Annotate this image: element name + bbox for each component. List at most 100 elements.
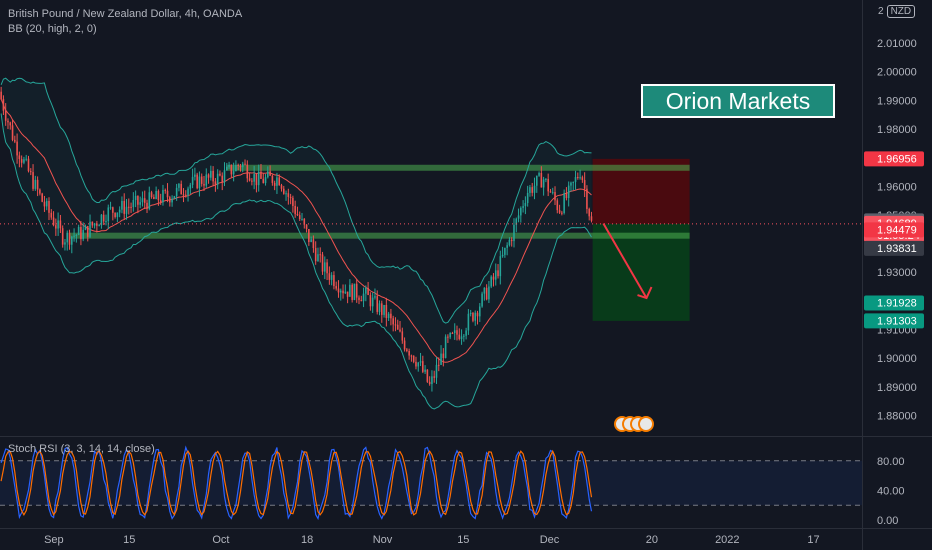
candle-body[interactable]	[342, 290, 344, 294]
candle-body[interactable]	[387, 313, 390, 319]
candle-body[interactable]	[191, 176, 194, 185]
candle-body[interactable]	[207, 174, 210, 178]
candle-body[interactable]	[267, 171, 269, 178]
candle-body[interactable]	[563, 193, 565, 214]
candle-body[interactable]	[431, 376, 433, 385]
candle-body[interactable]	[317, 254, 319, 262]
candle-body[interactable]	[127, 206, 130, 208]
candle-body[interactable]	[577, 176, 579, 178]
candle-body[interactable]	[282, 188, 285, 194]
candle-body[interactable]	[554, 192, 556, 201]
candle-body[interactable]	[465, 330, 467, 336]
candle-body[interactable]	[358, 297, 360, 301]
price-label-box[interactable]	[864, 295, 924, 311]
candle-body[interactable]	[510, 239, 513, 242]
candle-body[interactable]	[440, 353, 442, 365]
candle-body[interactable]	[494, 270, 497, 280]
candle-body[interactable]	[490, 276, 492, 287]
candle-body[interactable]	[280, 185, 283, 189]
candle-body[interactable]	[422, 361, 424, 372]
candle-body[interactable]	[558, 210, 561, 213]
candle-body[interactable]	[278, 177, 281, 186]
candle-body[interactable]	[460, 336, 463, 340]
candle-body[interactable]	[73, 235, 75, 237]
candle-body[interactable]	[349, 284, 351, 297]
candle-body[interactable]	[203, 183, 205, 186]
candle-body[interactable]	[515, 218, 518, 225]
candle-body[interactable]	[36, 179, 39, 190]
candle-body[interactable]	[198, 176, 201, 189]
candle-body[interactable]	[212, 170, 214, 182]
candle-body[interactable]	[210, 170, 212, 178]
candle-body[interactable]	[296, 214, 299, 216]
candle-body[interactable]	[25, 158, 28, 160]
candle-body[interactable]	[383, 304, 385, 315]
candle-body[interactable]	[533, 185, 536, 193]
candle-body[interactable]	[378, 303, 381, 312]
candle-body[interactable]	[590, 216, 593, 221]
price-label-box[interactable]	[864, 313, 924, 329]
candle-body[interactable]	[89, 221, 91, 237]
candle-body[interactable]	[221, 175, 224, 183]
candle-body[interactable]	[244, 163, 246, 165]
candle-body[interactable]	[253, 174, 255, 182]
candle-body[interactable]	[394, 324, 397, 326]
candle-body[interactable]	[77, 227, 80, 235]
candle-body[interactable]	[257, 171, 260, 186]
candle-body[interactable]	[586, 188, 588, 209]
candle-body[interactable]	[68, 232, 71, 245]
candle-body[interactable]	[189, 184, 192, 189]
candle-body[interactable]	[178, 183, 180, 188]
candle-body[interactable]	[50, 212, 53, 218]
candle-body[interactable]	[289, 196, 292, 198]
candle-body[interactable]	[551, 192, 554, 194]
candle-body[interactable]	[333, 275, 335, 287]
candle-body[interactable]	[492, 276, 495, 280]
candle-body[interactable]	[82, 229, 84, 240]
candle-body[interactable]	[169, 197, 171, 203]
candle-body[interactable]	[476, 312, 479, 317]
candle-body[interactable]	[508, 239, 511, 246]
candle-body[interactable]	[371, 297, 374, 307]
price-axis[interactable]: 1.880001.890001.900001.910001.920001.930…	[864, 38, 924, 527]
candle-body[interactable]	[48, 201, 50, 213]
candle-body[interactable]	[433, 376, 436, 378]
candle-body[interactable]	[294, 205, 296, 215]
candle-body[interactable]	[319, 254, 322, 256]
candle-body[interactable]	[162, 190, 164, 203]
candle-body[interactable]	[187, 188, 189, 196]
candle-body[interactable]	[228, 164, 230, 167]
candle-body[interactable]	[200, 176, 203, 184]
candle-body[interactable]	[406, 349, 408, 352]
currency-badge[interactable]: NZD	[886, 5, 916, 18]
candle-body[interactable]	[246, 164, 249, 179]
candle-body[interactable]	[488, 286, 490, 300]
candle-body[interactable]	[501, 254, 504, 257]
candle-body[interactable]	[273, 182, 276, 186]
candle-body[interactable]	[39, 189, 41, 194]
candle-body[interactable]	[216, 173, 219, 185]
candle-body[interactable]	[292, 197, 294, 206]
candle-body[interactable]	[132, 200, 135, 207]
candle-body[interactable]	[16, 141, 18, 156]
candle-body[interactable]	[194, 174, 196, 177]
candle-body[interactable]	[565, 193, 568, 199]
candle-body[interactable]	[80, 227, 82, 240]
candle-body[interactable]	[453, 330, 456, 334]
candle-body[interactable]	[180, 183, 183, 195]
candle-body[interactable]	[472, 312, 474, 321]
candle-body[interactable]	[542, 179, 545, 188]
candle-body[interactable]	[27, 158, 30, 172]
candle-body[interactable]	[171, 198, 173, 203]
candle-body[interactable]	[11, 125, 14, 140]
candle-body[interactable]	[182, 194, 185, 196]
candle-body[interactable]	[328, 273, 331, 280]
candle-body[interactable]	[137, 195, 139, 205]
candle-body[interactable]	[57, 220, 59, 229]
candle-body[interactable]	[241, 163, 244, 168]
candles[interactable]	[0, 86, 593, 392]
candle-body[interactable]	[385, 304, 388, 319]
candle-body[interactable]	[303, 218, 306, 225]
candle-body[interactable]	[513, 224, 515, 242]
candle-body[interactable]	[23, 159, 25, 163]
